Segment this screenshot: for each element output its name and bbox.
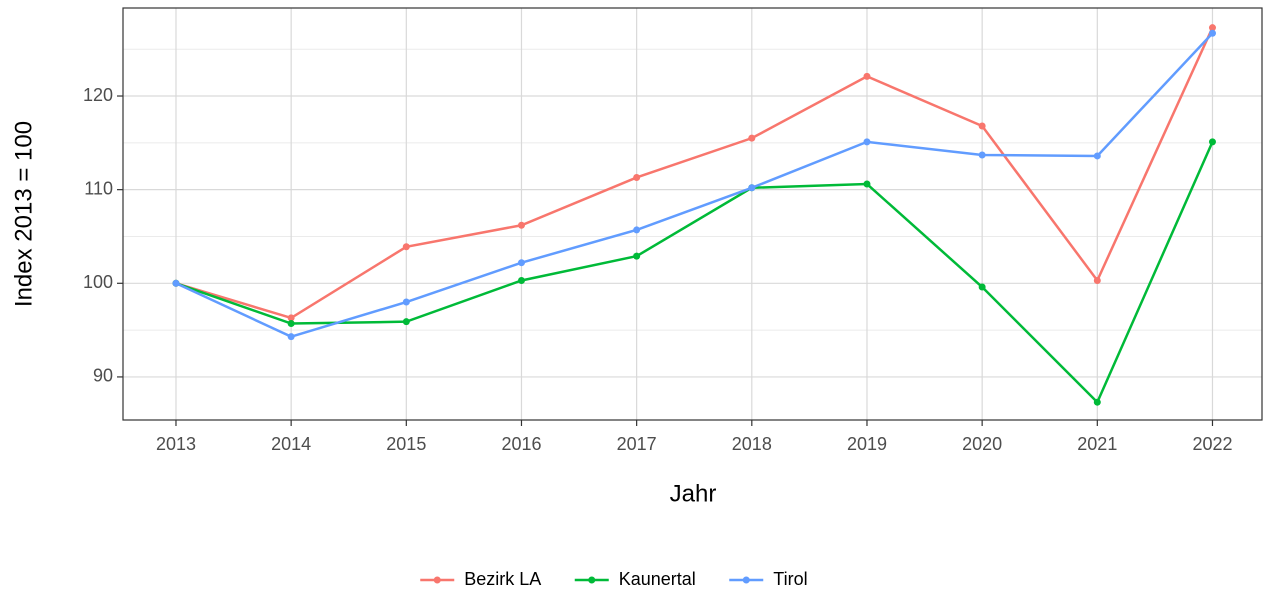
legend-label: Bezirk LA [464, 569, 541, 589]
x-tick-label: 2018 [732, 434, 772, 454]
series-point [1208, 24, 1216, 32]
series-point [517, 221, 525, 229]
x-tick-label: 2019 [847, 434, 887, 454]
legend-label: Kaunertal [619, 569, 696, 589]
series-point [402, 243, 410, 251]
series-point [287, 333, 295, 341]
series-point [287, 314, 295, 322]
series-line [175, 141, 1214, 405]
series-point [633, 252, 641, 260]
series-point [1093, 398, 1101, 406]
series-point [863, 138, 871, 146]
series-point [863, 180, 871, 188]
series-point [748, 184, 756, 192]
legend-swatch-point [588, 576, 596, 584]
panel-border [122, 7, 1263, 421]
series-point [978, 283, 986, 291]
series-point [633, 173, 641, 181]
series-line [175, 27, 1214, 320]
series-point [633, 226, 641, 234]
y-tick-label: 90 [93, 366, 113, 386]
y-tick-label: 110 [84, 178, 113, 198]
x-tick-label: 2020 [962, 434, 1002, 454]
y-tick-label: 120 [83, 85, 113, 105]
series-point [1093, 276, 1101, 284]
series-point [402, 298, 410, 306]
series-point [402, 318, 410, 326]
y-tick-label: 100 [83, 272, 113, 292]
x-axis-label: Jahr [670, 480, 717, 507]
legend-swatch-point [742, 576, 750, 584]
x-tick-label: 2015 [386, 434, 426, 454]
series-line [175, 32, 1214, 338]
x-tick-label: 2017 [617, 434, 657, 454]
x-tick-label: 2014 [271, 434, 311, 454]
x-tick-label: 2013 [156, 434, 196, 454]
series-point [1093, 152, 1101, 160]
series-point [1208, 138, 1216, 146]
series-point [978, 151, 986, 159]
x-tick-label: 2021 [1077, 434, 1117, 454]
x-tick-label: 2022 [1192, 434, 1232, 454]
y-axis-label: Index 2013 = 100 [10, 121, 37, 307]
series-point [1208, 29, 1216, 37]
series-point [172, 279, 180, 287]
series-point [978, 122, 986, 130]
x-tick-label: 2016 [501, 434, 541, 454]
legend-label: Tirol [773, 569, 807, 589]
series-point [287, 320, 295, 328]
series-point [517, 276, 525, 284]
series-point [863, 72, 871, 80]
legend-swatch-point [433, 576, 441, 584]
series-point [517, 259, 525, 267]
series-point [748, 134, 756, 142]
